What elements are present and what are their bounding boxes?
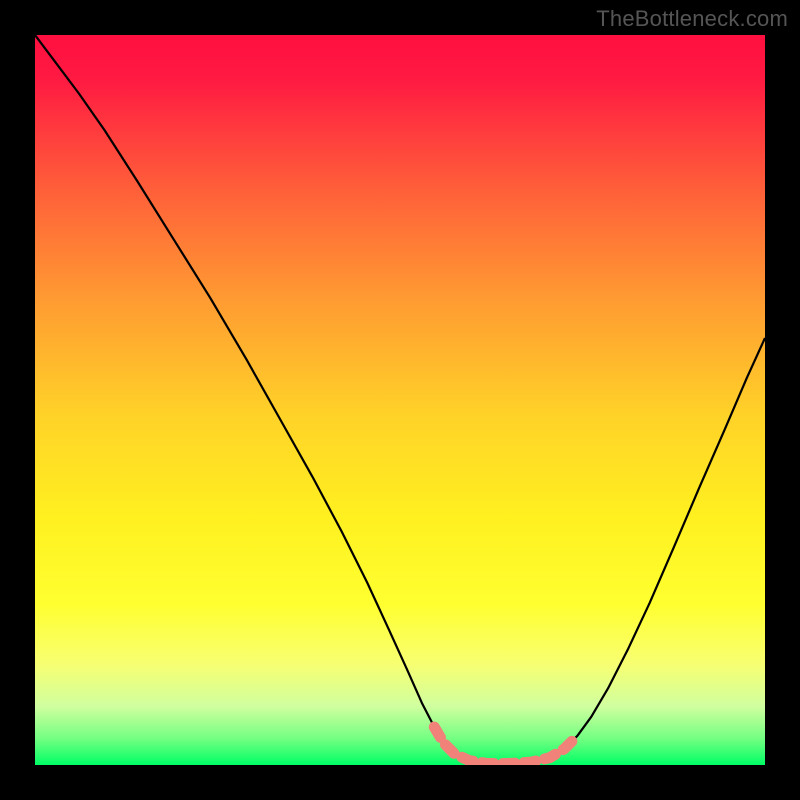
plot-area (35, 35, 765, 765)
chart-curves-layer (35, 35, 765, 765)
watermark-text: TheBottleneck.com (596, 6, 788, 32)
optimal-range-dotted (434, 727, 577, 764)
bottleneck-curve (35, 35, 765, 764)
